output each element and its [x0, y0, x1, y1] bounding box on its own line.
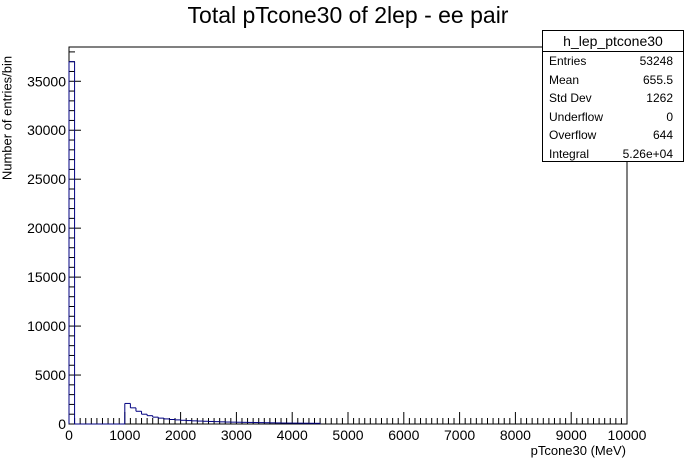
- stats-label: Std Dev: [549, 91, 592, 105]
- x-tick-label: 1000: [109, 427, 140, 443]
- x-axis-label: pTcone30 (MeV): [530, 443, 626, 458]
- y-tick-label: 10000: [27, 318, 66, 334]
- x-tick-label: 3000: [221, 427, 252, 443]
- stats-value: 5.26e+04: [622, 146, 673, 161]
- chart-title: Total pTcone30 of 2lep - ee pair: [187, 2, 509, 28]
- stats-row-overflow: Overflow 644: [543, 126, 683, 145]
- stats-value: 1262: [646, 91, 673, 105]
- stats-row-stddev: Std Dev 1262: [543, 89, 683, 108]
- stats-value: 655.5: [642, 72, 673, 87]
- x-tick-label: 2000: [165, 427, 196, 443]
- y-tick-label: 25000: [27, 171, 66, 187]
- tick-labels: 0 1000 2000 3000 4000 5000 6000 7000 8000 9000 100…: [27, 73, 647, 443]
- stats-row-entries: Entries 53248: [543, 52, 683, 71]
- stats-value: 644: [652, 128, 673, 142]
- stats-row-integral: Integral 5.26e+04: [543, 145, 683, 164]
- y-tick-label: 15000: [27, 269, 66, 285]
- stats-label: Underflow: [549, 109, 604, 124]
- x-tick-label: 4000: [277, 427, 308, 443]
- stats-box: h_lep_ptcone30 Entries 53248 Mean 655.5 …: [542, 30, 684, 162]
- stats-row-mean: Mean 655.5: [543, 71, 683, 90]
- stats-value: 53248: [639, 54, 673, 68]
- stats-row-underflow: Underflow 0: [543, 108, 683, 127]
- x-tick-label: 7000: [444, 427, 475, 443]
- x-tick-label: 10000: [608, 427, 647, 443]
- y-tick-label: 0: [58, 416, 66, 432]
- stats-title: h_lep_ptcone30: [543, 31, 683, 52]
- x-tick-label: 8000: [500, 427, 531, 443]
- y-axis-label: Number of entries/bin: [0, 55, 15, 181]
- x-tick-label: 6000: [388, 427, 419, 443]
- stats-label: Mean: [549, 72, 580, 87]
- y-tick-label: 30000: [27, 122, 66, 138]
- y-tick-label: 20000: [27, 220, 66, 236]
- stats-label: Entries: [549, 54, 587, 68]
- x-tick-label: 0: [65, 427, 73, 443]
- x-tick-label: 5000: [332, 427, 363, 443]
- stats-value: 0: [666, 109, 673, 124]
- histogram-bars: [68, 61, 321, 425]
- stats-label: Overflow: [549, 128, 597, 142]
- x-tick-label: 9000: [556, 427, 587, 443]
- y-tick-label: 35000: [27, 73, 66, 89]
- y-tick-label: 5000: [35, 367, 66, 383]
- stats-label: Integral: [549, 146, 590, 161]
